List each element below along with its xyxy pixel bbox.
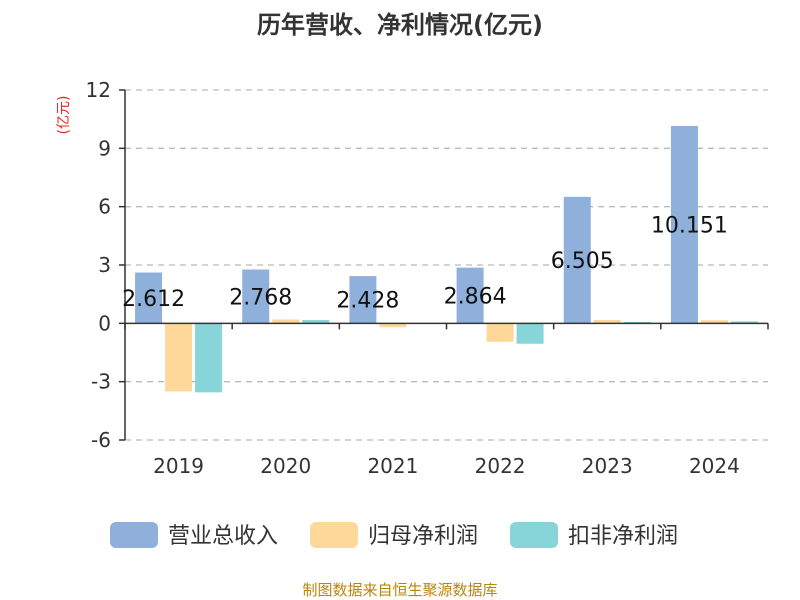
bar-营业总收入-2022[interactable] bbox=[456, 267, 484, 324]
y-tick-label: 0 bbox=[98, 311, 111, 335]
y-tick-label: 6 bbox=[98, 195, 111, 219]
bar-扣非净利润-2020[interactable] bbox=[302, 320, 330, 324]
bar-扣非净利润-2022[interactable] bbox=[516, 323, 544, 344]
legend-swatch bbox=[110, 522, 158, 548]
x-tick-label: 2022 bbox=[475, 454, 526, 478]
x-tick-label: 2020 bbox=[260, 454, 311, 478]
x-tick-label: 2021 bbox=[367, 454, 418, 478]
legend-item-1[interactable]: 营业总收入 bbox=[110, 522, 278, 549]
bar-营业总收入-2020[interactable] bbox=[242, 269, 270, 324]
data-label-2023: 6.505 bbox=[551, 249, 614, 274]
x-tick-label: 2023 bbox=[582, 454, 633, 478]
bar-归母净利润-2023[interactable] bbox=[593, 320, 621, 324]
legend-label: 扣非净利润 bbox=[568, 524, 678, 549]
data-label-2019: 2.612 bbox=[122, 287, 185, 312]
bar-营业总收入-2019[interactable] bbox=[135, 272, 163, 324]
x-tick-label: 2024 bbox=[689, 454, 740, 478]
data-label-2022: 2.864 bbox=[444, 284, 507, 309]
source-note: 制图数据来自恒生聚源数据库 bbox=[302, 581, 497, 599]
bar-归母净利润-2022[interactable] bbox=[486, 323, 514, 342]
data-label-2020: 2.768 bbox=[229, 285, 292, 310]
bar-layer bbox=[135, 125, 758, 393]
y-tick-label: 3 bbox=[98, 253, 111, 277]
bar-归母净利润-2020[interactable] bbox=[272, 319, 300, 324]
bar-营业总收入-2023[interactable] bbox=[563, 196, 591, 324]
bar-归母净利润-2024[interactable] bbox=[700, 320, 728, 324]
legend-label: 营业总收入 bbox=[168, 524, 278, 549]
data-label-2024: 10.151 bbox=[651, 214, 728, 239]
grid-layer bbox=[125, 89, 768, 441]
bar-归母净利润-2019[interactable] bbox=[165, 323, 193, 392]
legend-label: 归母净利润 bbox=[368, 524, 478, 549]
y-tick-label: -6 bbox=[91, 428, 111, 452]
label-layer: 2.612 2.768 2.428 2.864 6.505 10.151 bbox=[122, 214, 728, 314]
legend-item-2[interactable]: 归母净利润 bbox=[310, 522, 478, 549]
legend-swatch bbox=[310, 522, 358, 548]
data-label-2021: 2.428 bbox=[336, 289, 399, 314]
y-tick-label: -3 bbox=[91, 370, 111, 394]
chart-title: 历年营收、净利情况(亿元) bbox=[257, 11, 543, 39]
bar-营业总收入-2024[interactable] bbox=[670, 125, 698, 324]
bar-归母净利润-2021[interactable] bbox=[379, 323, 407, 328]
bar-扣非净利润-2019[interactable] bbox=[195, 323, 223, 393]
y-tick-label: 9 bbox=[98, 136, 111, 160]
legend-item-3[interactable]: 扣非净利润 bbox=[510, 522, 678, 549]
axis-layer: -6 -3 0 3 6 9 12 2019 2020 2021 2022 2023 2024 bbox=[86, 78, 769, 478]
y-tick-label: 12 bbox=[86, 78, 111, 102]
bar-扣非净利润-2024[interactable] bbox=[730, 321, 758, 324]
x-tick-label: 2019 bbox=[153, 454, 204, 478]
legend[interactable]: 营业总收入 归母净利润 扣非净利润 bbox=[110, 522, 678, 549]
y-unit-label: (亿元) bbox=[56, 96, 72, 135]
bar-营业总收入-2021[interactable] bbox=[349, 276, 377, 324]
legend-swatch bbox=[510, 522, 558, 548]
